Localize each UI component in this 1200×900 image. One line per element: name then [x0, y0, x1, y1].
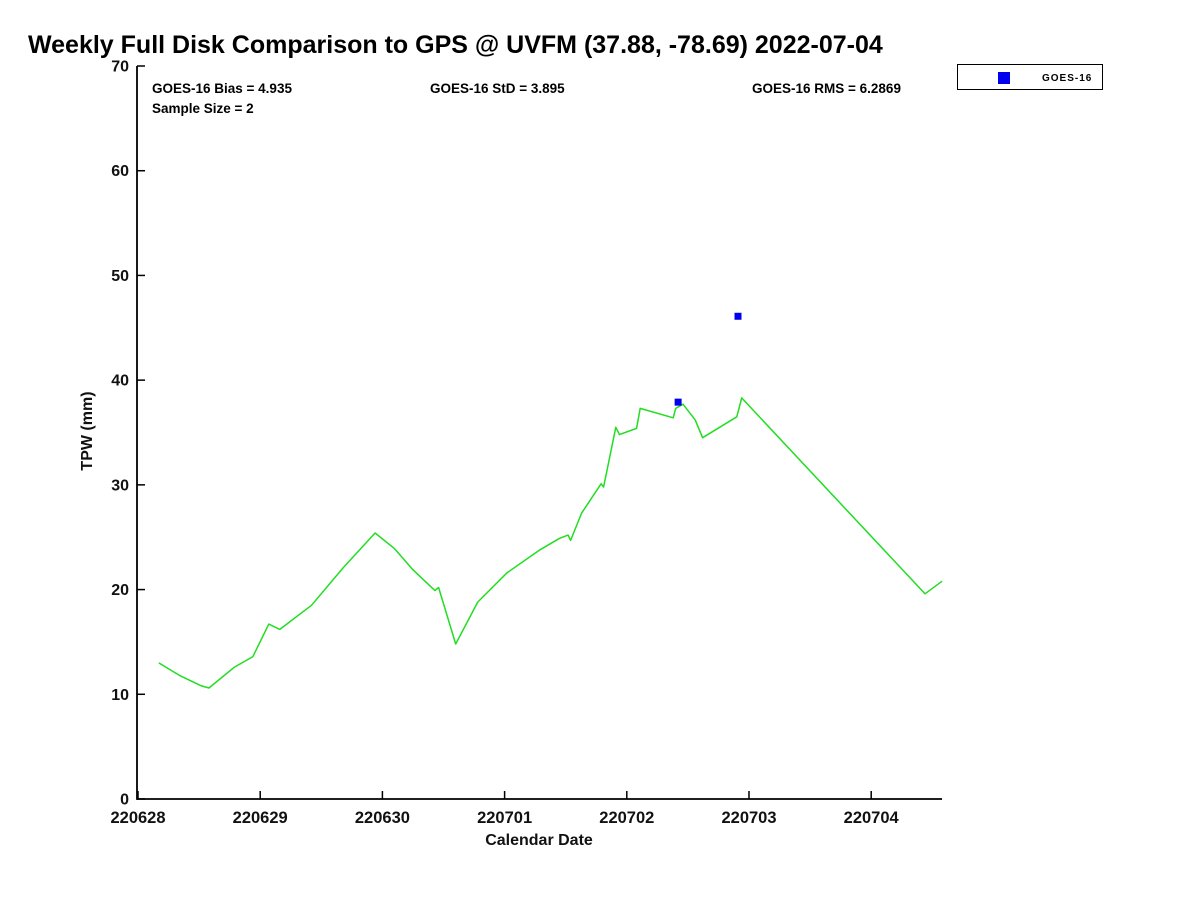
axes: 0 10 20 30 40 50 60 70 220628 220629 220630 220701 2…	[110, 59, 942, 827]
legend-box: GOES-16	[957, 64, 1103, 90]
chart-title: Weekly Full Disk Comparison to GPS @ UVF…	[28, 31, 883, 59]
stat-sample-size: Sample Size = 2	[152, 101, 254, 116]
x-tick-label: 220703	[721, 809, 776, 827]
y-tick-label: 40	[111, 373, 129, 390]
y-tick-label: 50	[111, 268, 129, 285]
goes16-point-marker	[734, 312, 742, 320]
y-tick-label: 10	[111, 687, 129, 704]
x-tick-label: 220702	[599, 809, 654, 827]
x-tick-label: 220701	[477, 809, 532, 827]
x-tick-label: 220704	[844, 809, 900, 827]
stat-bias: GOES-16 Bias = 4.935	[152, 81, 292, 96]
stat-std: GOES-16 StD = 3.895	[430, 81, 565, 96]
x-tick-label: 220628	[110, 809, 165, 827]
stat-rms: GOES-16 RMS = 6.2869	[752, 81, 901, 96]
y-tick-label: 70	[111, 59, 129, 76]
y-tick-label: 0	[120, 792, 129, 809]
x-tick-label: 220629	[233, 809, 288, 827]
y-tick-label: 30	[111, 477, 129, 494]
goes16-markers	[674, 312, 742, 406]
goes16-point-marker	[674, 398, 682, 406]
x-tick-label: 220630	[355, 809, 410, 827]
gps-tpw-line	[158, 397, 943, 689]
y-axis-label: TPW (mm)	[79, 391, 96, 471]
legend-goes16-label: GOES-16	[1042, 73, 1093, 84]
x-axis-label: Calendar Date	[485, 832, 593, 849]
y-tick-label: 20	[111, 582, 129, 599]
y-tick-label: 60	[111, 163, 129, 180]
legend-goes16-marker-icon	[998, 72, 1010, 84]
